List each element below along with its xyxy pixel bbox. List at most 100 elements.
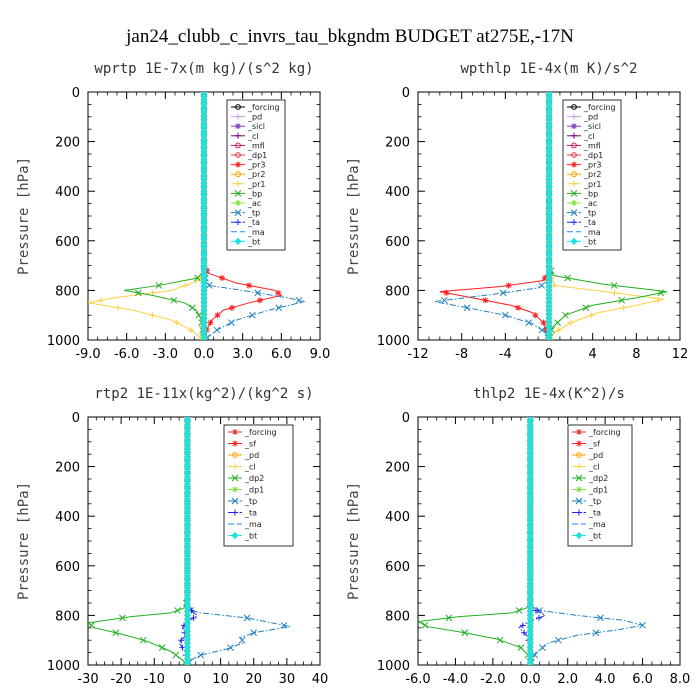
- series-marker: [531, 651, 539, 659]
- legend-entry: _mfl: [247, 141, 265, 150]
- x-tick-label: 6.0: [632, 672, 653, 687]
- x-tick-label: -9.0: [75, 347, 100, 362]
- series-line: [203, 92, 305, 340]
- series-marker: [564, 274, 572, 282]
- series-line: [434, 92, 550, 340]
- legend-entry: _sicl: [247, 122, 265, 131]
- legend-marker: [576, 463, 582, 470]
- legend-entry: _tp: [588, 497, 601, 506]
- series-marker: [532, 607, 539, 614]
- series-marker: [441, 296, 448, 304]
- y-tick-label: 400: [385, 510, 410, 525]
- y-tick-label: 600: [55, 560, 80, 575]
- y-tick-label: 0: [72, 86, 80, 101]
- x-tick-label: 3.0: [232, 347, 253, 362]
- legend-marker: [571, 161, 577, 168]
- legend-marker: [235, 142, 241, 149]
- series-marker: [620, 304, 627, 311]
- series-marker: [551, 282, 558, 289]
- legend-marker: [234, 237, 242, 245]
- series-marker: [112, 629, 120, 637]
- series-marker: [519, 622, 526, 629]
- legend-marker: [576, 509, 582, 516]
- y-tick-label: 600: [55, 235, 80, 250]
- series-marker: [250, 629, 258, 637]
- legend: _forcing_pd_sicl_cl_mfl_dp1_pr3_pr2_pr1_…: [562, 99, 622, 251]
- x-tick-label: 4: [589, 347, 597, 362]
- series-marker: [246, 282, 253, 289]
- series-marker: [521, 629, 528, 636]
- series-marker: [517, 644, 525, 651]
- series-marker: [195, 311, 203, 319]
- series-marker: [119, 614, 126, 622]
- legend-marker: [232, 463, 238, 470]
- series-marker: [515, 304, 522, 311]
- legend-marker: [235, 123, 241, 130]
- legend-marker: [232, 429, 238, 435]
- series-marker: [280, 621, 288, 629]
- legend-entry: _dp1: [244, 486, 264, 495]
- series-marker: [275, 304, 283, 312]
- legend-marker: [575, 531, 583, 540]
- series-marker: [496, 636, 504, 644]
- series-marker: [582, 304, 590, 312]
- series-marker: [525, 319, 533, 326]
- legend-marker: [575, 474, 583, 482]
- legend-marker: [235, 152, 241, 158]
- series-marker: [205, 282, 213, 289]
- legend-entry: _pr2: [583, 170, 601, 179]
- series-group: [418, 417, 646, 665]
- series-marker: [538, 282, 546, 289]
- series-line: [439, 92, 550, 340]
- series-marker: [194, 274, 201, 282]
- legend-entry: _cl: [247, 132, 259, 141]
- legend-marker: [232, 452, 238, 458]
- legend-marker: [231, 497, 239, 505]
- y-tick-label: 200: [385, 136, 410, 151]
- series-marker: [541, 275, 548, 281]
- chart-panel-2: wpthlp 1E-4x(m K)/s^2 Pressure [hPa] -12 -8…: [346, 61, 688, 362]
- legend-marker: [235, 219, 241, 226]
- y-tick-label: 0: [402, 86, 410, 101]
- series-marker: [562, 311, 569, 319]
- legend-entry: _pd: [247, 113, 262, 122]
- y-tick-label: 600: [385, 235, 410, 250]
- series-marker: [515, 607, 523, 614]
- x-tick-label: 0: [545, 347, 553, 362]
- legend-entry: _pd: [588, 451, 603, 460]
- legend-entry: _forcing: [244, 428, 277, 437]
- series-line: [178, 417, 199, 665]
- series-marker: [655, 297, 662, 304]
- legend-entry: _ac: [247, 199, 261, 208]
- y-tick-label: 400: [385, 185, 410, 200]
- series-marker: [275, 289, 282, 296]
- legend-entry: _forcing: [247, 103, 280, 112]
- series-marker: [214, 312, 221, 319]
- series-marker: [219, 275, 226, 281]
- x-tick-label: -4: [499, 347, 512, 362]
- legend-marker: [232, 440, 238, 447]
- legend-entry: _bt: [247, 237, 260, 246]
- legend-entry: _forcing: [583, 103, 616, 112]
- series-marker: [639, 621, 646, 629]
- legend-entry: _bp: [247, 189, 262, 198]
- y-axis-label: Pressure [hPa]: [346, 482, 362, 600]
- x-tick-label: -6.0: [114, 347, 139, 362]
- legend-entry: _ta: [247, 218, 260, 227]
- x-tick-label: 8.0: [670, 672, 691, 687]
- series-marker: [254, 289, 262, 297]
- legend-marker: [235, 200, 241, 206]
- legend-marker: [571, 200, 577, 206]
- y-axis-label: Pressure [hPa]: [16, 157, 32, 275]
- legend-entry: _cl: [588, 463, 600, 472]
- legend-entry: _pr2: [247, 170, 265, 179]
- y-tick-label: 1000: [47, 659, 80, 674]
- figure-title: jan24_clubb_c_invrs_tau_bkgndm BUDGET at…: [125, 26, 574, 47]
- x-tick-label: -20: [111, 672, 132, 687]
- legend-entry: _dp1: [247, 151, 267, 160]
- x-tick-label: -6.0: [405, 672, 430, 687]
- series-marker: [172, 651, 180, 659]
- series-marker: [174, 607, 181, 614]
- x-tick-label: -2.0: [480, 672, 505, 687]
- series-marker: [538, 326, 546, 334]
